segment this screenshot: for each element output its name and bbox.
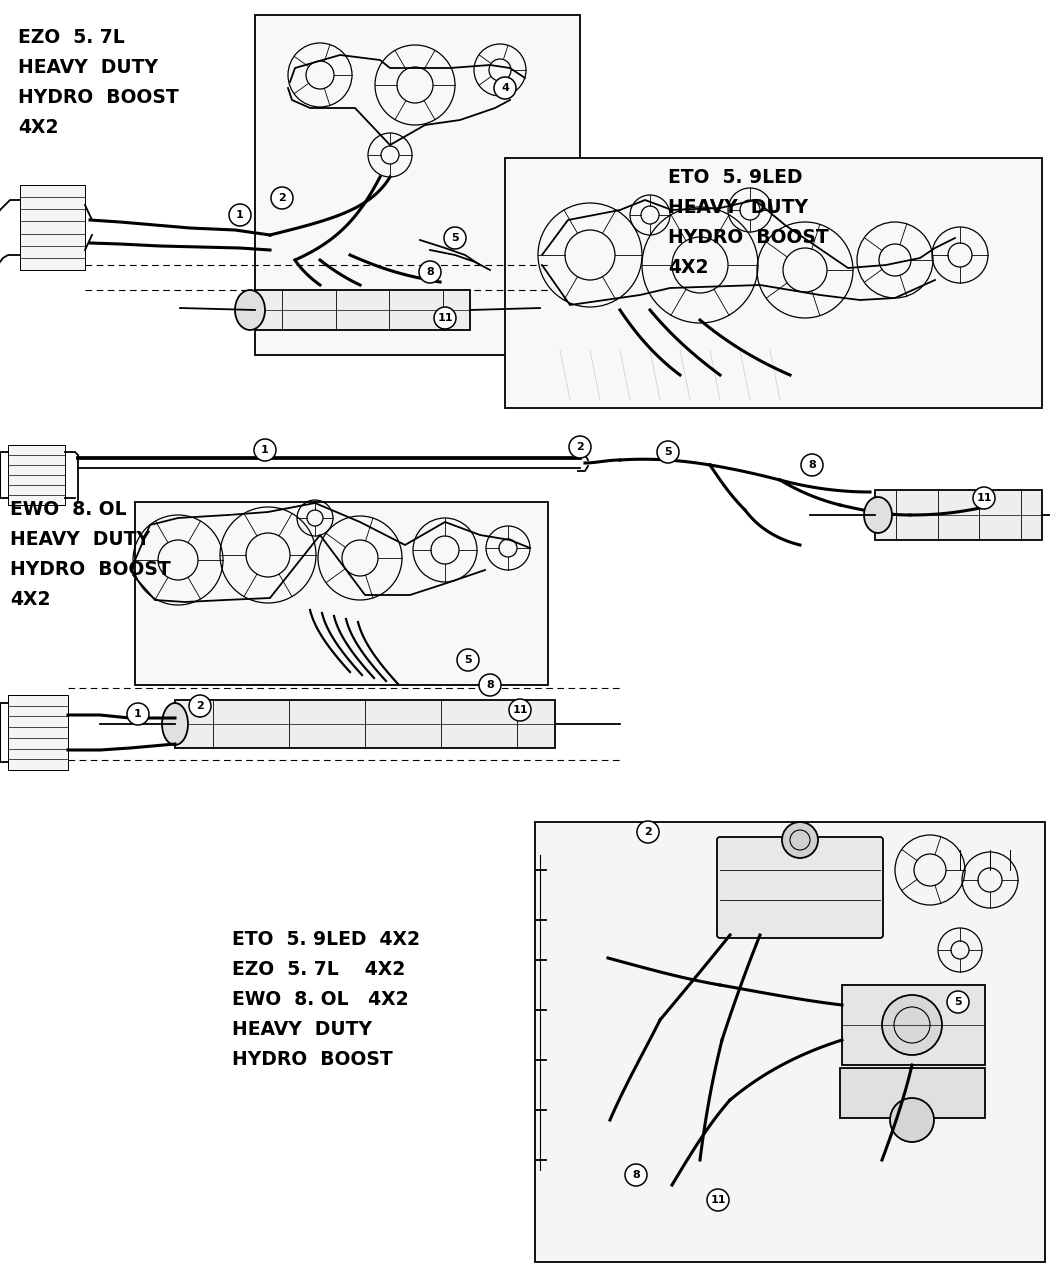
Polygon shape: [842, 985, 985, 1065]
Text: HEAVY  DUTY: HEAVY DUTY: [18, 57, 158, 77]
Text: EZO  5. 7L    4X2: EZO 5. 7L 4X2: [232, 960, 405, 979]
Bar: [875, 490, 1042, 540]
Circle shape: [434, 306, 456, 329]
Text: 11: 11: [976, 493, 992, 503]
Ellipse shape: [162, 704, 188, 744]
Text: EWO  8. OL   4X2: EWO 8. OL 4X2: [232, 990, 408, 1009]
Text: 5: 5: [464, 655, 471, 665]
Text: 4X2: 4X2: [668, 258, 709, 277]
Text: 2: 2: [644, 827, 652, 836]
Circle shape: [801, 455, 823, 476]
Text: 8: 8: [632, 1170, 639, 1180]
Text: 1: 1: [236, 209, 244, 220]
Circle shape: [127, 704, 149, 725]
Text: 5: 5: [954, 997, 962, 1008]
Text: EZO  5. 7L: EZO 5. 7L: [18, 28, 125, 47]
Text: 1: 1: [261, 444, 269, 455]
Text: 8: 8: [808, 460, 816, 470]
Polygon shape: [505, 158, 1042, 407]
Text: HEAVY  DUTY: HEAVY DUTY: [10, 530, 150, 549]
Text: 11: 11: [437, 313, 453, 323]
Text: 2: 2: [576, 442, 584, 452]
Bar: [840, 1068, 985, 1117]
Circle shape: [947, 991, 969, 1013]
Circle shape: [254, 439, 276, 461]
Text: 2: 2: [278, 193, 286, 203]
Circle shape: [782, 822, 818, 858]
Text: 4: 4: [501, 83, 509, 93]
Circle shape: [569, 435, 591, 458]
Text: ETO  5. 9LED: ETO 5. 9LED: [668, 169, 802, 186]
Polygon shape: [536, 822, 1045, 1262]
Circle shape: [637, 821, 659, 843]
Text: HEAVY  DUTY: HEAVY DUTY: [232, 1020, 372, 1039]
Text: 2: 2: [196, 701, 204, 711]
Text: 4X2: 4X2: [10, 590, 50, 609]
Polygon shape: [255, 15, 580, 355]
Bar: [8, 695, 68, 770]
Circle shape: [657, 441, 679, 464]
Text: 11: 11: [512, 705, 528, 715]
Polygon shape: [135, 502, 548, 684]
Text: HYDRO  BOOST: HYDRO BOOST: [18, 88, 179, 107]
Text: EWO  8. OL: EWO 8. OL: [10, 501, 127, 518]
Bar: [175, 700, 555, 748]
Ellipse shape: [235, 290, 265, 329]
Circle shape: [707, 1189, 729, 1211]
Circle shape: [973, 487, 995, 510]
Text: ETO  5. 9LED  4X2: ETO 5. 9LED 4X2: [232, 930, 420, 949]
Circle shape: [444, 227, 466, 249]
Circle shape: [229, 204, 251, 226]
Circle shape: [494, 77, 516, 100]
Bar: [8, 444, 65, 504]
Text: 11: 11: [710, 1195, 726, 1205]
Text: HEAVY  DUTY: HEAVY DUTY: [668, 198, 808, 217]
Bar: [255, 290, 470, 329]
Text: 5: 5: [452, 232, 459, 243]
Text: HYDRO  BOOST: HYDRO BOOST: [668, 229, 828, 246]
Text: 5: 5: [665, 447, 672, 457]
Circle shape: [271, 186, 293, 209]
Text: HYDRO  BOOST: HYDRO BOOST: [10, 561, 171, 578]
Ellipse shape: [864, 497, 892, 533]
Circle shape: [890, 1098, 934, 1142]
Text: 4X2: 4X2: [18, 117, 59, 137]
Circle shape: [457, 649, 479, 670]
Text: 8: 8: [426, 267, 434, 277]
Circle shape: [625, 1165, 647, 1186]
Circle shape: [419, 261, 441, 283]
Circle shape: [479, 674, 501, 696]
Circle shape: [189, 695, 211, 716]
Circle shape: [882, 995, 942, 1055]
Bar: [20, 185, 85, 269]
Circle shape: [509, 699, 531, 722]
Text: 8: 8: [486, 679, 494, 690]
FancyBboxPatch shape: [717, 836, 883, 939]
Text: HYDRO  BOOST: HYDRO BOOST: [232, 1050, 393, 1069]
Text: 1: 1: [134, 709, 142, 719]
